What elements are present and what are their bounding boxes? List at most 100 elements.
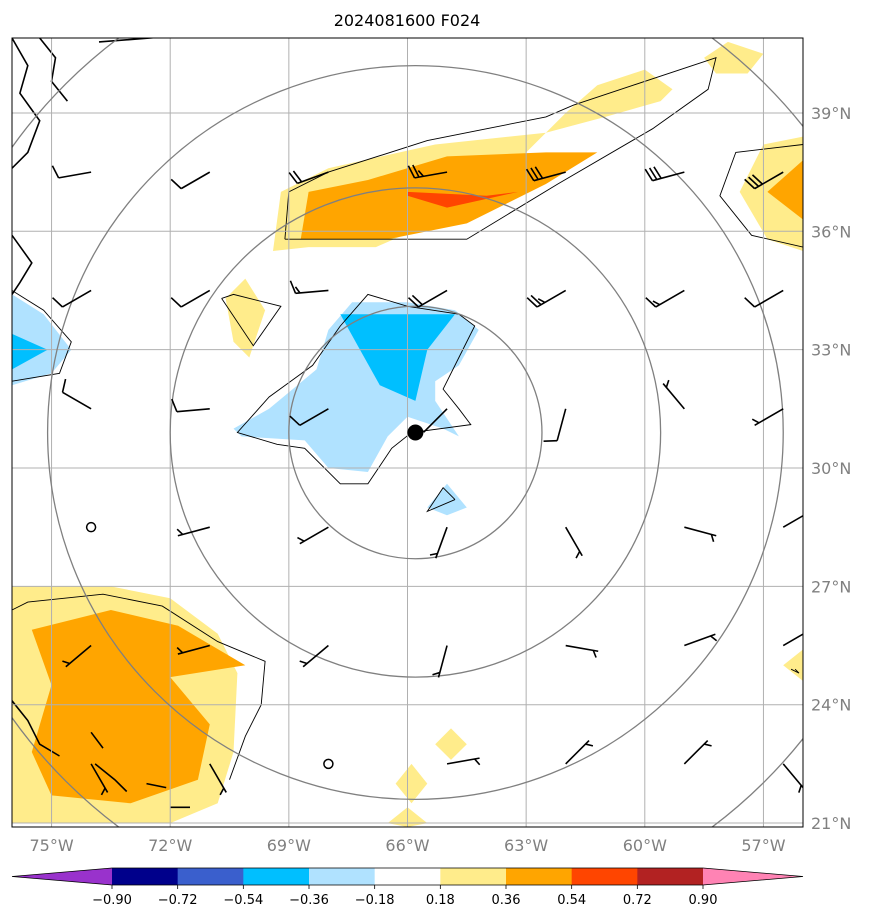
barb-shaft	[655, 289, 685, 308]
y-axis-ticks: 21°N 24°N 27°N 30°N 33°N 36°N 39°N	[811, 104, 851, 833]
colorbar-tick-label: −0.54	[223, 893, 263, 908]
wind-barb-5	[644, 166, 685, 182]
wind-barb-0	[51, 165, 92, 179]
barb-feather	[171, 398, 178, 413]
barb-feather	[645, 297, 657, 308]
filled-region-10	[767, 160, 803, 220]
barb-shaft	[662, 383, 685, 410]
wind-barb-35	[209, 763, 227, 796]
colorbar-bin-4	[374, 868, 441, 885]
barb-feather	[744, 178, 756, 190]
barb-feather	[411, 294, 423, 306]
filled-region-17	[12, 333, 48, 370]
barb-shaft	[684, 633, 716, 647]
barb-shaft	[565, 739, 590, 765]
contour-line-2	[221, 293, 282, 347]
barb-feather	[176, 646, 184, 654]
contour-line-0	[284, 57, 717, 240]
map-frame	[11, 37, 804, 828]
x-tick-label: 69°W	[267, 836, 311, 855]
barb-shaft	[754, 408, 784, 427]
wind-barb-8	[170, 289, 211, 308]
barb-feather	[744, 297, 756, 308]
barb-feather	[288, 172, 299, 184]
barb-shaft	[62, 289, 92, 308]
y-tick-label: 27°N	[811, 577, 851, 596]
contour-line-4	[790, 668, 800, 674]
colorbar-bin-5	[440, 868, 507, 885]
wind-barb-6	[744, 171, 784, 190]
barb-shaft	[754, 171, 784, 190]
calm-circle-0	[85, 521, 97, 533]
wind-barb-18	[543, 408, 567, 443]
wind-barb-20	[751, 408, 784, 427]
barb-shaft	[414, 171, 448, 179]
y-tick-label: 30°N	[811, 459, 851, 478]
wind-barb-11	[526, 289, 567, 308]
range-ring-0	[288, 305, 543, 560]
wind-barb-23	[429, 526, 448, 559]
barb-feather	[62, 660, 70, 665]
wind-barb-27	[62, 644, 92, 668]
wind-barb-3	[407, 164, 448, 179]
barb-shaft	[90, 763, 109, 793]
barb-shaft	[782, 514, 803, 528]
wind-barb-1	[170, 171, 211, 190]
barb-feather	[526, 297, 538, 308]
wind-barb-7	[52, 289, 92, 308]
wind-barb-39	[782, 763, 803, 793]
barb-feather	[474, 758, 481, 766]
x-axis-ticks: 75°W 72°W 69°W 66°W 63°W 60°W 57°W	[29, 836, 785, 855]
colorbar-tick-label: −0.36	[289, 893, 329, 908]
barb-shaft	[782, 763, 803, 789]
barb-shaft	[58, 171, 92, 179]
colorbar-bin-6	[506, 868, 573, 885]
wind-barb-33	[782, 633, 803, 647]
barb-feather	[592, 650, 597, 658]
colorbar-tick-label: 0.72	[623, 893, 652, 908]
filled-region-12	[407, 191, 519, 208]
coastline-0	[12, 38, 41, 169]
barb-feather	[100, 787, 106, 796]
barb-shaft	[418, 289, 448, 308]
colorbar-tick-label: −0.18	[355, 893, 395, 908]
barb-feather	[575, 551, 581, 559]
wind-barb-22	[297, 526, 329, 545]
colorbar-bin-2	[243, 868, 310, 885]
wind-barb-25	[684, 526, 717, 542]
filled-region-1	[704, 41, 764, 74]
wind-barb-26	[782, 514, 803, 528]
barb-feather	[412, 164, 420, 178]
calm-circle-1	[323, 758, 334, 770]
colorbar-tick-label: 0.36	[492, 893, 521, 908]
barb-shaft	[536, 289, 567, 308]
filled-region-6	[395, 763, 428, 804]
barb-shaft	[295, 289, 329, 295]
colorbar-tick-label: 0.18	[426, 893, 455, 908]
x-tick-label: 66°W	[385, 836, 429, 855]
coastline-2	[39, 38, 69, 102]
barb-shaft	[65, 644, 92, 668]
wind-barb-29	[299, 644, 329, 668]
coastline-4	[12, 700, 60, 757]
wind-barb-16	[289, 408, 329, 427]
x-tick-label: 57°W	[741, 836, 785, 855]
barb-shaft	[299, 526, 329, 545]
wind-barb-32	[684, 633, 718, 647]
barb-feather	[748, 176, 760, 187]
barb-feather	[170, 297, 182, 308]
wind-barb-4	[525, 166, 566, 182]
colorbar-tick-label: −0.72	[158, 893, 198, 908]
wind-barb-36	[446, 757, 481, 766]
barb-feather	[710, 635, 718, 642]
barb-feather	[432, 671, 441, 676]
coastline-6	[90, 731, 104, 749]
barb-shaft	[62, 391, 92, 410]
chart-title: 2024081600 F024	[334, 11, 481, 30]
colorbar-bin-3	[309, 868, 376, 885]
barb-feather	[51, 165, 60, 179]
barb-feather	[297, 536, 305, 542]
wind-barb-24	[565, 526, 583, 559]
barb-shaft	[446, 757, 480, 765]
